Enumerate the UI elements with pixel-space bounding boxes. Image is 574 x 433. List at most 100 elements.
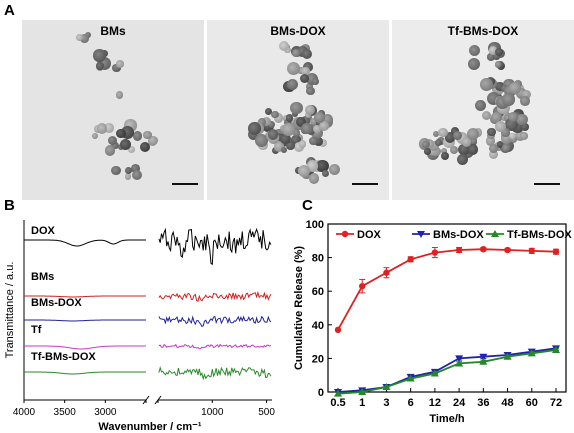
spectrum-bms [24,295,146,298]
x-tick-label: 1 [359,397,365,409]
nanoparticle [494,61,502,68]
tem-image-tf-bms-dox: Tf-BMs-DOX [392,20,574,200]
y-axis-label: Cumulative Release (%) [293,246,305,370]
nanoparticle [301,66,310,76]
x-tick-label: 3500 [54,407,77,418]
nanoparticle [301,48,312,59]
nanoparticle [444,132,456,143]
nanoparticle [470,136,478,145]
nanoparticle [143,130,152,140]
data-point-dox [552,248,560,255]
nanoparticle [466,127,480,141]
nanoparticle [287,62,301,75]
nanoparticle [291,135,301,145]
plot-frame [327,223,567,393]
nanoparticle [516,113,528,125]
nanoparticle [293,129,301,137]
legend-marker-tf-bms-dox [491,230,499,237]
nanoparticle [116,60,124,68]
y-axis-label: Transmittance / a.u. [4,262,16,359]
nanoparticle [125,173,132,180]
data-point-dox [528,247,535,255]
nanoparticle [502,93,515,106]
nanoparticle [452,131,462,140]
nanoparticle [495,81,505,92]
nanoparticle [293,141,305,153]
nanoparticle [298,140,307,148]
nanoparticle [502,144,510,152]
nanoparticle [139,141,150,152]
nanoparticle [91,132,99,140]
x-axis-label: Time/h [429,413,465,425]
nanoparticle [273,141,284,152]
nanoparticle [286,141,295,151]
x-tick-label: 72 [550,397,562,409]
nanoparticle [469,45,481,57]
nanoparticle [111,142,119,150]
nanoparticle [467,58,480,71]
nanoparticle [104,145,116,157]
spectrum-bms-dox [24,319,146,322]
series-line-tf-bms-dox [337,349,557,395]
nanoparticle [480,78,493,91]
nanoparticle [248,122,261,135]
nanoparticle [441,151,450,160]
data-point-dox [455,246,463,254]
y-tick-label: 60 [312,286,324,298]
nanoparticle [505,118,519,132]
spectrum-dox [24,239,146,247]
nanoparticle [491,112,502,123]
nanoparticle [305,105,316,116]
nanoparticle [521,123,529,131]
nanoparticle [441,147,448,154]
nanoparticle [309,136,318,146]
nanoparticle [313,136,323,146]
tem-title-bms-dox: BMs-DOX [270,24,326,38]
data-point-bms-dox [455,355,464,363]
data-point-tf-bms-dox [406,374,415,382]
x-tick-label: 500 [258,407,275,418]
nanoparticle [521,89,532,100]
nanoparticle [508,82,521,95]
legend-label-tf-bms-dox: Tf-BMs-DOX [507,229,572,241]
x-tick-label: 60 [526,397,538,409]
nanoparticle [509,136,517,144]
nanoparticle [286,78,299,91]
nanoparticle [267,129,279,140]
panel-label-c: C [302,197,313,214]
y-tick-label: 20 [312,353,324,365]
nanoparticle [271,110,280,119]
data-point-tf-bms-dox [430,369,439,377]
nanoparticle [125,166,133,174]
nanoparticle [257,117,267,127]
y-tick-label: 0 [318,387,324,399]
spectrum-tf [24,345,146,350]
nanoparticle [111,166,121,176]
nanoparticle [115,91,124,99]
tem-title-tf-bms-dox: Tf-BMs-DOX [447,24,519,38]
y-tick-label: 40 [312,320,324,332]
nanoparticle [474,99,487,112]
spectrum-bms [158,290,272,303]
nanoparticle [515,131,525,142]
series-label-bms: BMs [31,271,54,283]
data-point-dox [407,256,414,263]
x-tick-label: 0.5 [330,397,345,409]
nanoparticle [438,127,448,138]
series-line-dox [337,248,557,331]
nanoparticle [299,74,310,84]
nanoparticle [486,127,496,137]
legend-marker-bms-dox [417,231,425,238]
nanoparticle [96,62,104,70]
series-label-bms-dox: BMs-DOX [31,297,82,309]
nanoparticle [274,113,284,123]
nanoparticle [308,173,320,184]
nanoparticle [458,143,470,155]
nanoparticle [462,137,472,147]
nanoparticle [285,114,294,122]
nanoparticle [261,116,272,126]
nanoparticle [297,66,305,75]
spectrum-dox [158,227,272,266]
nanoparticle [268,120,276,129]
